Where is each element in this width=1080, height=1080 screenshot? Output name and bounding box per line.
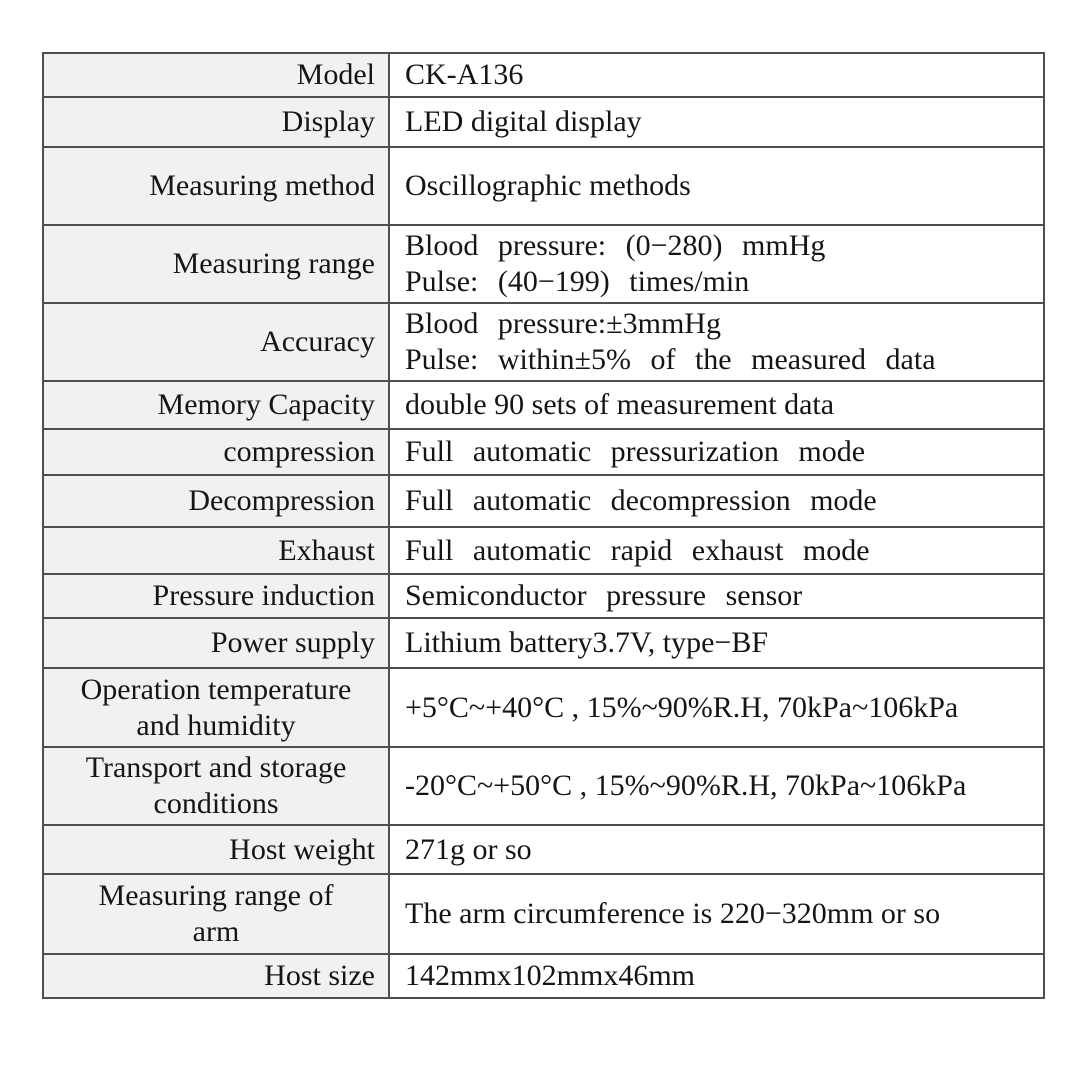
spec-value-cell: Blood pressure: (0−280) mmHg Pulse: (40−1… <box>388 224 1045 304</box>
spec-label-line: Host weight <box>229 832 375 866</box>
spec-value-cell: 142mmx102mmx46mm <box>388 953 1045 999</box>
table-row: Operation temperature and humidity +5°C~+4… <box>42 667 1045 748</box>
spec-label-cell: Display <box>42 96 390 148</box>
spec-label-line: Transport and storage <box>85 751 347 784</box>
spec-label-line: Exhaust <box>278 533 375 567</box>
spec-value-cell: +5°C~+40°C , 15%~90%R.H, 70kPa~106kPa <box>388 667 1045 748</box>
spec-value-line: Full automatic rapid exhaust mode <box>405 533 870 567</box>
spec-label-line: Operation temperature <box>80 672 352 706</box>
spec-value-cell: Oscillographic methods <box>388 146 1045 226</box>
spec-value-cell: The arm circumference is 220−320mm or so <box>388 873 1045 955</box>
spec-value-cell: -20°C~+50°C , 15%~90%R.H, 70kPa~106kPa <box>388 746 1045 826</box>
spec-label-line: Measuring range of <box>98 879 334 912</box>
spec-value-line: Pulse: (40−199) times/min <box>405 265 750 298</box>
spec-value-cell: Full automatic decompression mode <box>388 474 1045 528</box>
spec-value-line: The arm circumference is 220−320mm or so <box>405 897 941 930</box>
spec-value-line: CK-A136 <box>405 58 524 91</box>
table-row: Power supply Lithium battery3.7V, type−BF <box>42 617 1045 669</box>
spec-label-cell: Accuracy <box>42 302 390 382</box>
spec-label-cell: Pressure induction <box>42 573 390 619</box>
spec-label-cell: Host size <box>42 953 390 999</box>
spec-table: Model CK-A136 Display LED digital display Me… <box>42 52 1045 999</box>
spec-value-cell: Full automatic rapid exhaust mode <box>388 526 1045 575</box>
spec-label-line: Pressure induction <box>152 579 375 612</box>
spec-value-cell: double 90 sets of measurement data <box>388 380 1045 430</box>
spec-label-line: Host size <box>264 959 375 992</box>
spec-label-cell: Measuring range of arm <box>42 873 390 955</box>
spec-value-line: Full automatic pressurization mode <box>405 435 866 468</box>
table-row: Memory Capacity double 90 sets of measure… <box>42 380 1045 430</box>
spec-label-cell: Host weight <box>42 824 390 875</box>
spec-label-line: Measuring range <box>172 247 375 280</box>
spec-label-cell: Model <box>42 52 390 98</box>
spec-value-line: Full automatic decompression mode <box>405 484 877 517</box>
spec-label-line: Memory Capacity <box>157 388 375 421</box>
spec-label-line: conditions <box>153 787 279 820</box>
spec-value-line: 271g or so <box>405 832 532 866</box>
table-row: Pressure induction Semiconductor pressure… <box>42 573 1045 619</box>
spec-value-cell: Full automatic pressurization mode <box>388 428 1045 476</box>
spec-value-line: Blood pressure:±3mmHg <box>405 307 721 340</box>
spec-label-cell: Operation temperature and humidity <box>42 667 390 748</box>
table-row: Exhaust Full automatic rapid exhaust mode <box>42 526 1045 575</box>
spec-value-line: 142mmx102mmx46mm <box>405 959 696 992</box>
table-row: Accuracy Blood pressure:±3mmHg Pulse: with… <box>42 302 1045 382</box>
table-row: Host size 142mmx102mmx46mm <box>42 953 1045 999</box>
spec-value-line: Lithium battery3.7V, type−BF <box>405 626 769 659</box>
spec-value-cell: Semiconductor pressure sensor <box>388 573 1045 619</box>
table-row: Measuring range Blood pressure: (0−280) m… <box>42 224 1045 304</box>
spec-value-cell: CK-A136 <box>388 52 1045 98</box>
spec-label-cell: Exhaust <box>42 526 390 575</box>
table-row: Host weight 271g or so <box>42 824 1045 875</box>
spec-value-cell: 271g or so <box>388 824 1045 875</box>
spec-value-cell: Lithium battery3.7V, type−BF <box>388 617 1045 669</box>
spec-label-line: compression <box>223 435 375 468</box>
spec-value-line: +5°C~+40°C , 15%~90%R.H, 70kPa~106kPa <box>405 690 959 724</box>
spec-label-line: Accuracy <box>260 325 375 358</box>
table-row: Measuring range of arm The arm circumferen… <box>42 873 1045 955</box>
spec-label-cell: Decompression <box>42 474 390 528</box>
table-row: Model CK-A136 <box>42 52 1045 98</box>
table-row: Transport and storage conditions -20°C~+50… <box>42 746 1045 826</box>
table-row: compression Full automatic pressurization… <box>42 428 1045 476</box>
table-row: Display LED digital display <box>42 96 1045 148</box>
spec-table-body: Model CK-A136 Display LED digital display Me… <box>42 52 1045 999</box>
spec-label-line: Display <box>281 105 375 138</box>
spec-value-line: LED digital display <box>405 105 642 138</box>
spec-label-cell: Memory Capacity <box>42 380 390 430</box>
spec-label-line: Decompression <box>188 484 375 517</box>
spec-value-line: double 90 sets of measurement data <box>405 388 835 421</box>
spec-label-cell: Power supply <box>42 617 390 669</box>
spec-label-line: arm <box>192 915 240 948</box>
spec-value-cell: LED digital display <box>388 96 1045 148</box>
spec-label-line: Power supply <box>210 626 375 659</box>
table-row: Measuring method Oscillographic methods <box>42 146 1045 226</box>
spec-value-line: Pulse: within±5% of the measured data <box>405 343 936 376</box>
spec-value-line: Blood pressure: (0−280) mmHg <box>405 229 826 262</box>
spec-label-line: and humidity <box>136 708 296 742</box>
spec-label-cell: Measuring method <box>42 146 390 226</box>
spec-label-cell: compression <box>42 428 390 476</box>
spec-value-line: -20°C~+50°C , 15%~90%R.H, 70kPa~106kPa <box>405 769 967 802</box>
spec-value-cell: Blood pressure:±3mmHg Pulse: within±5% of… <box>388 302 1045 382</box>
spec-value-line: Oscillographic methods <box>405 169 691 202</box>
spec-label-line: Measuring method <box>149 169 375 202</box>
spec-value-line: Semiconductor pressure sensor <box>405 579 803 612</box>
table-row: Decompression Full automatic decompressio… <box>42 474 1045 528</box>
spec-label-cell: Transport and storage conditions <box>42 746 390 826</box>
spec-label-line: Model <box>296 58 375 91</box>
spec-label-cell: Measuring range <box>42 224 390 304</box>
